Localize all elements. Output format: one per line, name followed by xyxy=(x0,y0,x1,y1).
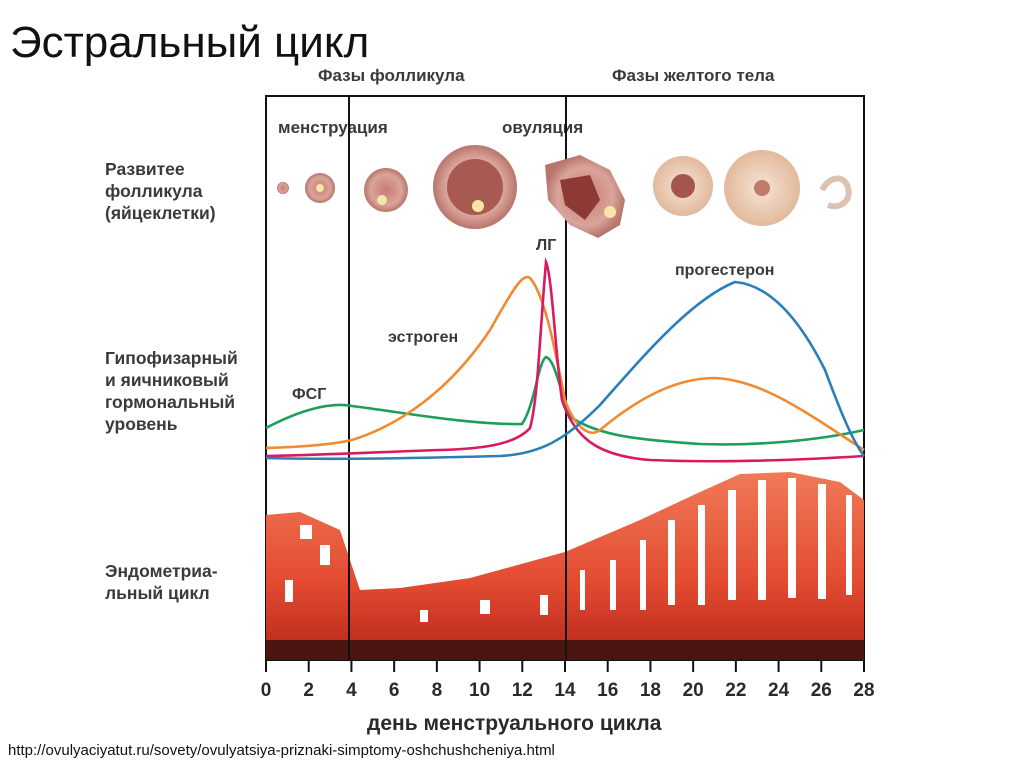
ovulation-label: овуляция xyxy=(502,118,584,137)
hormone-curves xyxy=(265,256,866,463)
follicle-stages xyxy=(277,145,852,238)
slide-title: Эстральный цикл xyxy=(10,18,370,67)
x-axis-ticks: 0 2 4 6 8 10 12 14 16 18 20 22 24 26 28 xyxy=(261,660,875,701)
lg-label: ЛГ xyxy=(536,237,557,254)
estrogen-curve xyxy=(265,275,865,452)
x-tick-label: 2 xyxy=(303,680,314,701)
progesterone-label: прогестерон xyxy=(675,262,775,279)
x-tick-label: 24 xyxy=(768,680,790,701)
fsg-label: ФСГ xyxy=(292,386,327,403)
x-axis-title: день менструального цикла xyxy=(367,712,662,735)
phase-follicular-label: Фазы фолликула xyxy=(318,66,465,85)
follicle-development-label: Развитее фолликула (яйцеклетки) xyxy=(105,159,216,223)
source-link[interactable]: http://ovulyaciyatut.ru/sovety/ovulyatsi… xyxy=(8,742,555,759)
x-tick-label: 18 xyxy=(640,680,661,701)
x-tick-label: 12 xyxy=(512,680,533,701)
x-tick-label: 14 xyxy=(554,680,576,701)
x-tick-label: 8 xyxy=(432,680,443,701)
x-tick-label: 4 xyxy=(346,680,357,701)
progesterone-curve xyxy=(265,280,866,461)
x-tick-label: 22 xyxy=(725,680,746,701)
estrogen-label: эстроген xyxy=(388,329,459,346)
menstruation-label: менструация xyxy=(278,118,388,137)
x-tick-label: 0 xyxy=(261,680,272,701)
x-tick-label: 6 xyxy=(389,680,400,701)
hormone-level-label: Гипофизарный и яичниковый гормональный у… xyxy=(105,348,238,434)
x-tick-label: 16 xyxy=(597,680,618,701)
x-tick-label: 10 xyxy=(469,680,490,701)
fsg-curve xyxy=(265,355,865,446)
lg-curve xyxy=(265,256,865,463)
endometrial-cycle-label: Эндометриа- льный цикл xyxy=(105,561,218,603)
x-tick-label: 20 xyxy=(683,680,704,701)
x-tick-label: 28 xyxy=(853,680,874,701)
x-tick-label: 26 xyxy=(811,680,832,701)
phase-luteal-label: Фазы желтого тела xyxy=(612,66,775,85)
